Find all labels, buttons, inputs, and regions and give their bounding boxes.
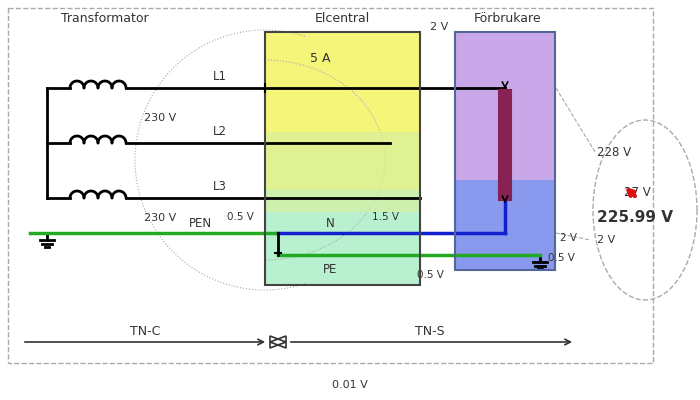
Text: L1: L1 (213, 70, 227, 83)
Text: 2 V: 2 V (560, 233, 577, 243)
Text: 27 V: 27 V (624, 186, 651, 200)
Text: 2 V: 2 V (597, 235, 615, 245)
Bar (265, 32, 420, 285)
Bar (265, 32, 420, 190)
Text: 0.5 V: 0.5 V (227, 212, 253, 222)
Text: PEN: PEN (188, 217, 211, 230)
Bar (455, 32, 555, 270)
Text: 0.5 V: 0.5 V (416, 270, 443, 280)
Bar (455, 180, 555, 270)
Text: L2: L2 (213, 125, 227, 138)
Bar (455, 32, 555, 180)
Text: 0.01 V: 0.01 V (332, 380, 368, 390)
Text: 230 V: 230 V (144, 213, 176, 223)
Text: 2 V: 2 V (430, 22, 448, 32)
Text: Elcentral: Elcentral (314, 12, 370, 25)
Text: TN-C: TN-C (130, 325, 160, 338)
Text: 0.5 V: 0.5 V (548, 253, 575, 263)
Text: 5 A: 5 A (310, 52, 330, 65)
Text: N: N (326, 217, 335, 230)
Text: L3: L3 (213, 180, 227, 193)
Text: 228 V: 228 V (597, 146, 631, 158)
Text: 1.5 V: 1.5 V (372, 212, 399, 222)
Text: 230 V: 230 V (144, 113, 176, 123)
Bar (265, 132, 420, 212)
Text: Transformator: Transformator (61, 12, 149, 25)
Text: Förbrukare: Förbrukare (474, 12, 542, 25)
Text: PE: PE (323, 263, 337, 276)
Bar (499, 90, 511, 200)
Text: 225.99 V: 225.99 V (597, 210, 673, 226)
Text: TN-S: TN-S (415, 325, 444, 338)
Bar (265, 190, 420, 285)
Bar (8, 8, 653, 363)
